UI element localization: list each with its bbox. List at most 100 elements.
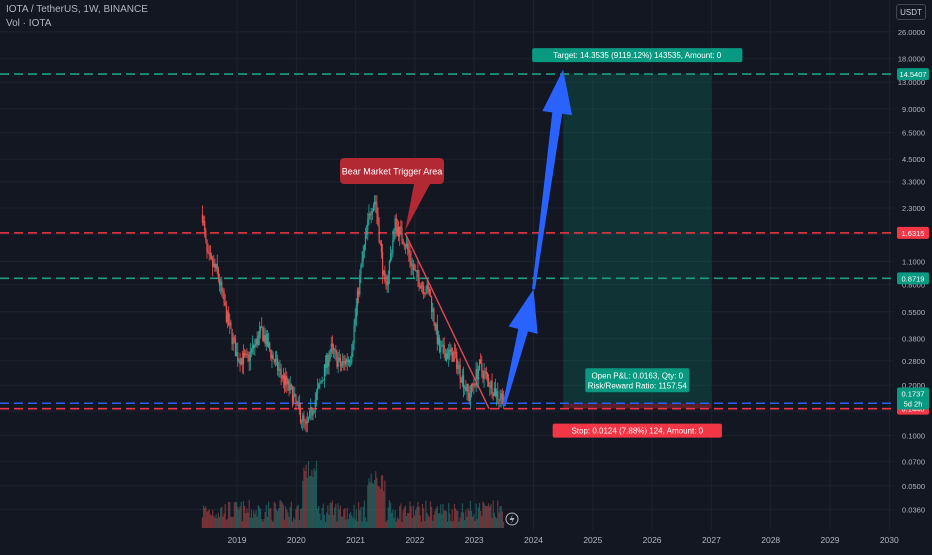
volume-bar — [298, 519, 300, 528]
volume-bar — [468, 510, 470, 528]
candle-body — [475, 369, 477, 386]
candle-body — [322, 380, 324, 381]
price-axis[interactable]: 26.0000 18.0000 13.0000 9.0000 6.5000 4.5000 3… — [893, 0, 932, 550]
candle-body — [303, 415, 305, 421]
candle-body — [424, 293, 426, 295]
currency-button[interactable]: USDT — [896, 4, 926, 20]
volume-bar — [302, 480, 304, 528]
candle-body — [344, 361, 346, 365]
candle-body — [379, 242, 381, 244]
candle-body — [220, 281, 222, 286]
price-tag-level[interactable]: 0.8719 — [902, 274, 925, 283]
price-tag-target[interactable]: 14.5407 — [899, 70, 926, 79]
volume-bar — [237, 507, 239, 528]
volume-bar — [249, 517, 251, 528]
volume-bar — [440, 504, 442, 528]
volume-bar — [321, 507, 323, 528]
volume-bar — [275, 509, 278, 528]
volume-bar — [415, 509, 417, 528]
volume-bar — [319, 513, 321, 528]
loss-zone[interactable] — [563, 403, 712, 409]
candle-body — [443, 344, 445, 355]
volume-bar — [424, 521, 426, 528]
volume-bar — [221, 506, 223, 528]
replay-lightning-icon[interactable] — [505, 512, 519, 526]
target-label[interactable]: Target: 14.3535 (9119.12%) 143535, Amoun… — [532, 48, 743, 63]
volume-bar — [290, 501, 292, 528]
candle-body — [419, 287, 421, 289]
volume-bar — [486, 505, 489, 528]
volume-bar — [208, 509, 210, 528]
last-price-tag[interactable]: 0.1737 — [902, 389, 925, 398]
volume-bar — [356, 521, 359, 528]
candle-body — [453, 352, 456, 354]
volume-bar — [288, 516, 290, 528]
candle-body — [233, 337, 235, 340]
stop-label[interactable]: Stop: 0.0124 (7.88%) 124, Amount: 0 — [552, 423, 722, 438]
candle-body — [337, 360, 339, 367]
candle-body — [497, 391, 499, 400]
candle-body — [293, 395, 295, 404]
time-axis[interactable]: 2019 2020 2021 2022 2023 2024 2025 2026 2027 2028… — [0, 512, 899, 550]
price-tick-label: 0.8000 — [902, 281, 925, 290]
candle-body — [204, 220, 206, 231]
volume-bar — [345, 519, 347, 528]
candle-body — [230, 322, 232, 329]
candle-body — [304, 420, 306, 421]
candle-body — [440, 346, 442, 352]
price-tick-label: 1.1000 — [902, 257, 925, 266]
horizontal-levels[interactable] — [0, 73, 893, 410]
bar-countdown: 5d 2h — [904, 399, 923, 408]
time-tick-label: 2024 — [524, 535, 543, 545]
volume-bar — [228, 501, 230, 528]
volume-bar — [216, 518, 218, 528]
volume-bar — [432, 520, 434, 528]
price-tick-label: 18.0000 — [898, 55, 925, 64]
candle-body — [310, 407, 312, 411]
volume-bar — [311, 469, 313, 528]
volume-bar — [385, 521, 387, 528]
candle-body — [245, 354, 247, 356]
target-label-text: Target: 14.3535 (9119.12%) 143535, Amoun… — [553, 51, 722, 60]
projection-arrow[interactable] — [532, 69, 573, 290]
candle-body — [261, 326, 263, 328]
volume-bar — [393, 517, 395, 528]
bear-trend-line[interactable] — [404, 232, 490, 409]
candle-body — [336, 352, 338, 367]
volume-bar — [375, 471, 377, 528]
candle-body — [241, 357, 243, 365]
candle-body — [238, 360, 240, 362]
volume-bar — [410, 506, 412, 528]
candle-body — [391, 252, 393, 254]
volume-bar — [340, 516, 343, 528]
price-tag-resistance[interactable]: 1.6315 — [902, 229, 925, 238]
bear-market-callout[interactable] — [340, 158, 444, 184]
candle-body — [314, 400, 316, 411]
long-position-tool[interactable]: Target: 14.3535 (9119.12%) 143535, Amoun… — [532, 48, 743, 438]
annotations[interactable]: Bear Market Trigger Area — [340, 69, 573, 409]
candle-body — [472, 383, 474, 386]
volume-bar — [266, 516, 269, 528]
candle-body — [301, 421, 303, 423]
profit-zone[interactable] — [563, 74, 712, 404]
target-label-bg — [532, 48, 743, 63]
volume-bar — [351, 515, 353, 528]
candle-body — [386, 281, 388, 286]
candle-body — [229, 322, 231, 326]
candle-body — [496, 391, 498, 397]
candle-body — [473, 384, 475, 386]
candle-body — [223, 291, 225, 303]
candle-body — [254, 343, 256, 349]
candle-body — [266, 334, 269, 347]
volume-bar — [307, 461, 310, 528]
candle-body — [302, 415, 304, 422]
candle-body — [354, 317, 356, 326]
volume-bar — [434, 510, 436, 528]
projection-arrow[interactable] — [502, 289, 538, 407]
candle-body — [285, 375, 287, 386]
candle-body — [462, 375, 465, 389]
volume-bar — [274, 503, 276, 528]
